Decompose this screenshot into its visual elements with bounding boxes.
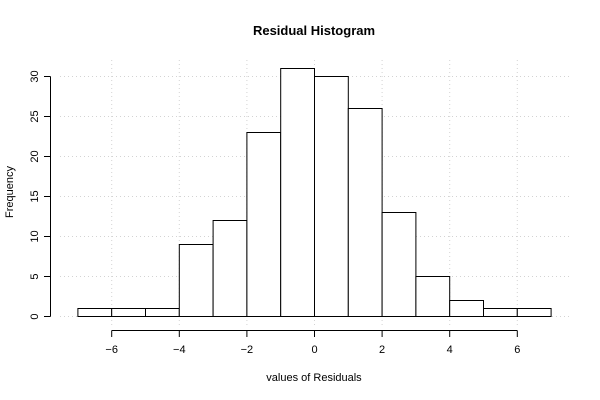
x-tick-label: 6 [514,344,520,356]
histogram-bar [145,308,180,317]
histogram-bar [280,68,316,317]
histogram-bar [246,132,282,317]
y-tick-label: 15 [29,190,41,202]
histogram-bar [415,276,451,317]
x-axis: −6 −4 −2 0 2 4 6 [105,330,520,356]
x-axis-label: values of Residuals [266,372,362,384]
y-tick-label: 5 [29,273,41,279]
histogram-bars [77,68,552,317]
x-tick-label: −6 [105,344,118,356]
x-tick-label: 4 [447,344,453,356]
x-tick-label: −2 [241,344,254,356]
x-tick-label: 2 [379,344,385,356]
y-axis: 0 5 10 15 20 25 30 [29,70,51,320]
x-tick-label: 0 [311,344,317,356]
histogram-bar [381,212,417,317]
histogram-bar [178,244,214,317]
histogram-bar [347,108,383,317]
y-tick-label: 10 [29,230,41,242]
histogram-bar [212,220,248,317]
y-axis-label: Frequency [4,166,16,218]
y-tick-label: 0 [29,313,41,319]
y-tick-label: 25 [29,110,41,122]
histogram-bar [516,308,552,317]
histogram-bar [449,300,485,317]
histogram-bar [111,308,146,317]
histogram-bar [483,308,518,317]
chart-title: Residual Histogram [253,23,375,38]
histogram-bar [314,76,349,317]
x-tick-label: −4 [173,344,186,356]
y-tick-label: 30 [29,70,41,82]
y-tick-label: 20 [29,150,41,162]
histogram-bar [77,308,113,317]
